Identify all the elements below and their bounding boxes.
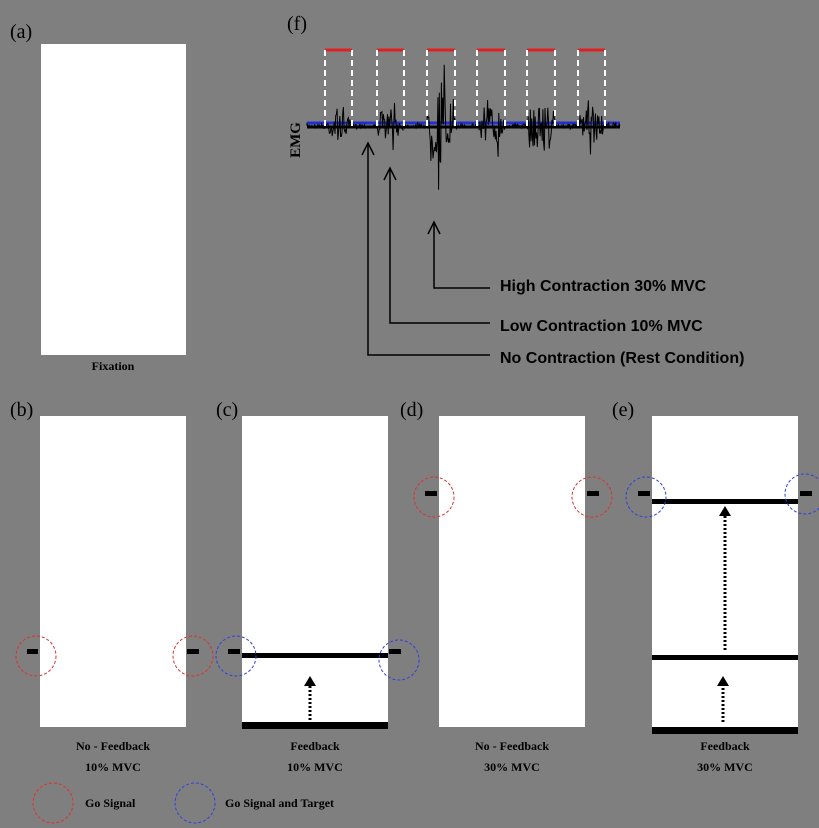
annotation: Low Contraction 10% MVC <box>500 318 703 335</box>
dotted-arrows <box>308 514 727 722</box>
caption: No - Feedback <box>76 739 150 753</box>
go-signal <box>413 476 455 518</box>
screens <box>40 416 798 727</box>
annotation: High Contraction 30% MVC <box>500 278 707 295</box>
go-target <box>625 476 667 518</box>
go-target <box>378 639 420 681</box>
caption: 10% MVC <box>85 760 141 774</box>
caption: Feedback <box>700 739 750 753</box>
panel-label: (c) <box>216 399 238 421</box>
caption: Feedback <box>290 739 340 753</box>
go-signal <box>571 476 613 518</box>
panel-label: (e) <box>612 399 634 421</box>
arrow-heads <box>304 506 731 686</box>
go-signal <box>172 635 214 677</box>
panel-label: (f) <box>287 13 307 35</box>
axis-label: EMG <box>288 122 304 158</box>
caption: No - Feedback <box>475 739 549 753</box>
caption: 30% MVC <box>484 760 540 774</box>
panel-label: (d) <box>400 399 423 421</box>
caption: Fixation <box>92 359 135 373</box>
legend-symbol <box>174 782 216 824</box>
caption: 30% MVC <box>697 760 753 774</box>
go-signal <box>15 635 57 677</box>
legend-label: Go Signal and Target <box>225 796 334 810</box>
go-target <box>784 473 819 515</box>
panel-label: (b) <box>10 399 33 421</box>
screen <box>41 44 186 355</box>
markers <box>27 491 812 734</box>
panel-label: (a) <box>10 21 32 43</box>
caption: 10% MVC <box>287 760 343 774</box>
annotation: No Contraction (Rest Condition) <box>500 350 744 367</box>
legend-label: Go Signal <box>85 796 136 810</box>
legend-symbol <box>32 782 74 824</box>
emg-plot <box>306 48 621 190</box>
annotation-arrows <box>361 141 490 356</box>
go-target <box>215 635 257 677</box>
